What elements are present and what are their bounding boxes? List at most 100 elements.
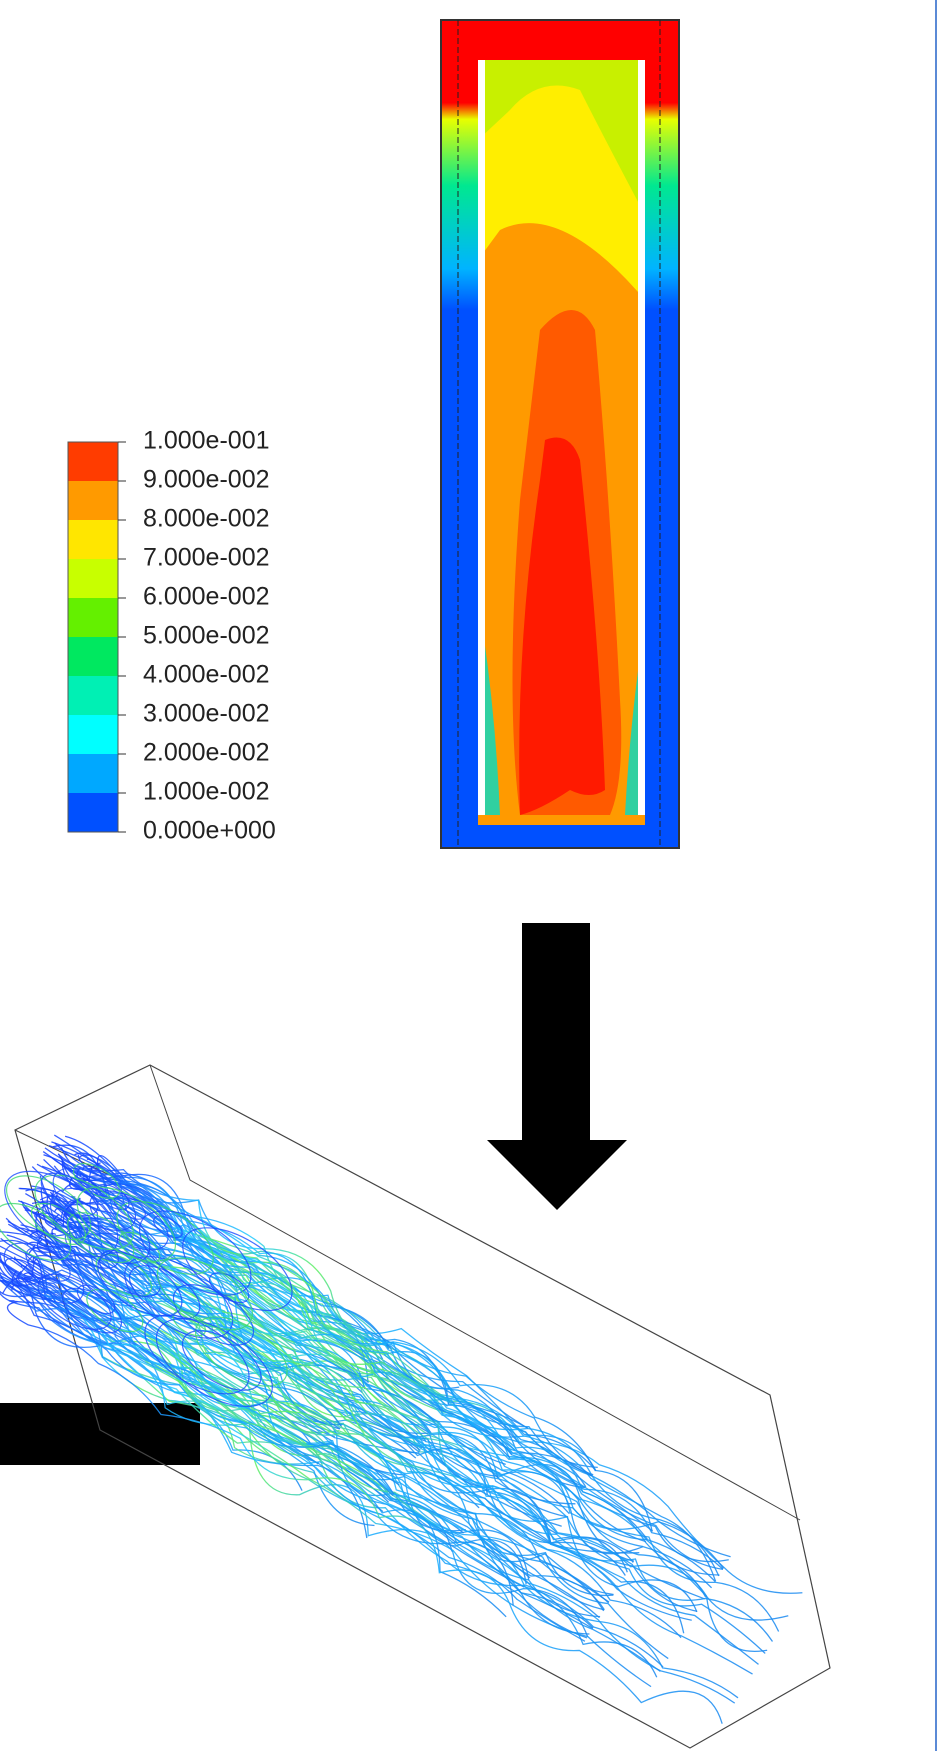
- streamline: [0, 1254, 594, 1629]
- vortex-loop: [172, 1284, 254, 1346]
- color-band: [68, 754, 118, 794]
- streamline: [0, 1274, 507, 1618]
- streamline: [49, 1191, 432, 1435]
- vortex-loop: [0, 1202, 72, 1261]
- streamline: [6, 1301, 723, 1724]
- streamline: [64, 1201, 437, 1425]
- streamline: [20, 1200, 766, 1654]
- vortex-loop: [95, 1254, 152, 1297]
- contour-wall: [478, 600, 645, 815]
- vortex-loop: [138, 1210, 252, 1296]
- vortex-loop: [128, 1265, 201, 1320]
- streamline: [51, 1141, 731, 1558]
- streamline: [0, 1239, 466, 1532]
- streamline: [0, 1230, 610, 1603]
- color-band: [68, 598, 118, 638]
- streamline: [20, 1224, 753, 1675]
- streamline: [2, 1277, 589, 1638]
- vortex-loop: [40, 1172, 99, 1217]
- streamline: [31, 1166, 445, 1413]
- streamline: [69, 1198, 789, 1621]
- contour-red: [519, 437, 605, 815]
- color-band: [68, 793, 118, 833]
- colorbar: 1.000e-001 9.000e-002 8.000e-002 7.000e-002…: [67, 427, 276, 845]
- streamline: [23, 1272, 739, 1699]
- streamline: [53, 1165, 720, 1576]
- colorbar-label: 5.000e-002: [143, 622, 270, 650]
- streamline: [49, 1155, 724, 1570]
- streamline: [0, 1268, 514, 1606]
- streamline: [24, 1209, 626, 1576]
- streamline: [61, 1161, 586, 1489]
- colorbar-label: 2.000e-002: [143, 739, 270, 767]
- streamline: [53, 1213, 432, 1435]
- color-band: [68, 442, 118, 482]
- streamline: [86, 1158, 597, 1472]
- colorbar-label: 3.000e-002: [143, 700, 270, 728]
- color-band: [68, 637, 118, 677]
- color-band: [68, 715, 118, 755]
- streamline: [0, 1282, 375, 1527]
- vortex-loop: [34, 1174, 134, 1251]
- streamline: [68, 1177, 724, 1569]
- contour-green: [478, 60, 645, 215]
- streamline: [16, 1270, 453, 1552]
- colorbar-label: 6.000e-002: [143, 583, 270, 611]
- streamline: [27, 1246, 601, 1618]
- wall: [478, 60, 485, 815]
- streamline: [60, 1147, 529, 1429]
- streamline: [54, 1142, 594, 1476]
- streamline: [13, 1258, 394, 1497]
- color-band: [68, 676, 118, 716]
- redaction-box: [0, 1403, 200, 1465]
- wall: [638, 60, 645, 815]
- vortex-loop: [156, 1257, 253, 1331]
- colorbar-label: 9.000e-002: [143, 466, 270, 494]
- streamline: [41, 1165, 513, 1455]
- vortex-loop: [76, 1284, 116, 1315]
- streamline-plot: [0, 1064, 831, 1749]
- streamline: [38, 1239, 682, 1639]
- vortex-loop: [4, 1257, 34, 1280]
- vortex-loop: [3, 1242, 85, 1304]
- vortex-loop: [61, 1287, 122, 1334]
- vortex-loop: [64, 1227, 119, 1269]
- streamline: [51, 1193, 576, 1505]
- contour-plot: [440, 19, 680, 849]
- colorbar-label: 4.000e-002: [143, 661, 270, 689]
- streamline: [40, 1188, 506, 1466]
- vortex-loop: [37, 1273, 112, 1330]
- streamline: [25, 1188, 768, 1652]
- vortex-loop: [118, 1231, 161, 1264]
- vortex-loop: [73, 1162, 121, 1199]
- streamline: [64, 1135, 593, 1477]
- vortex-loop: [5, 1175, 92, 1241]
- colorbar-label: 8.000e-002: [143, 505, 270, 533]
- streamlines: [0, 1134, 803, 1724]
- streamline: [31, 1260, 400, 1486]
- streamline: [0, 1265, 594, 1630]
- color-band: [68, 559, 118, 599]
- color-band: [68, 481, 118, 521]
- color-band: [68, 520, 118, 560]
- colorbar-label: 1.000e-002: [143, 778, 270, 806]
- streamline: [82, 1177, 653, 1532]
- streamline: [48, 1144, 520, 1444]
- streamline: [11, 1284, 652, 1688]
- vortex-loop: [76, 1186, 177, 1262]
- vortex-loop: [194, 1316, 288, 1387]
- vortex-loop: [86, 1288, 144, 1333]
- vortex-loop: [155, 1318, 273, 1408]
- streamline: [11, 1270, 395, 1495]
- colorbar-label: 0.000e+000: [143, 817, 276, 845]
- streamline: [71, 1195, 716, 1583]
- streamline: [20, 1187, 488, 1495]
- arrow-down: [487, 923, 627, 1210]
- streamline: [23, 1276, 736, 1704]
- streamline: [90, 1162, 393, 1345]
- streamline: [5, 1217, 419, 1454]
- streamline: [0, 1258, 384, 1513]
- streamline: [28, 1272, 465, 1534]
